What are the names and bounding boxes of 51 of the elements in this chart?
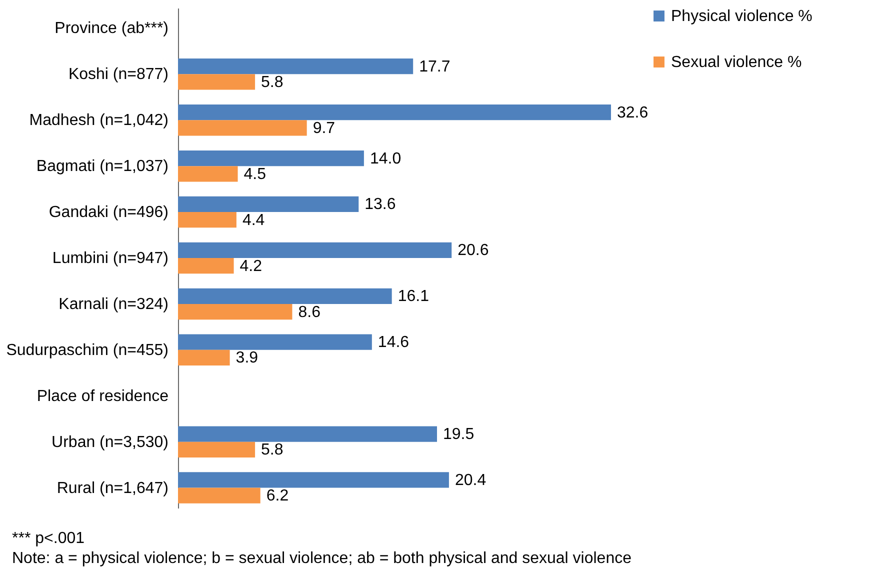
data-label: 16.1	[398, 288, 430, 306]
bar	[178, 104, 611, 120]
data-label: 6.2	[266, 488, 289, 505]
legend-label: Physical violence %	[671, 8, 812, 25]
y-tick-label: Urban (n=3,530)	[52, 434, 168, 451]
data-label: 32.6	[617, 104, 648, 122]
data-label: 5.8	[261, 74, 284, 91]
y-tick-label: Place of residence	[36, 388, 169, 405]
data-label: 4.2	[240, 258, 262, 275]
bar	[178, 58, 414, 74]
data-label: 9.7	[312, 120, 336, 137]
data-label: 4.5	[244, 166, 266, 183]
bar	[178, 74, 256, 90]
bar	[178, 196, 359, 212]
legend-label: Sexual violence %	[671, 54, 802, 71]
bar	[178, 442, 256, 458]
bar	[178, 212, 236, 228]
y-tick-label: Rural (n=1,647)	[56, 480, 168, 497]
data-label: 19.5	[443, 426, 474, 444]
y-tick-label: Sudurpaschim (n=455)	[6, 342, 168, 359]
bar	[178, 426, 438, 442]
y-tick-label: Lumbini (n=947)	[52, 250, 168, 267]
data-label: 14.6	[378, 334, 410, 352]
text: Note: a = physical violence; b = sexual violence; ab = both physical and sexual violence	[12, 549, 632, 568]
y-tick-label: Gandaki (n=496)	[48, 204, 168, 222]
data-label: 5.8	[261, 442, 284, 459]
data-label: 14.0	[370, 150, 402, 168]
data-label: 3.9	[236, 350, 258, 367]
bar	[178, 472, 449, 488]
bar	[178, 150, 364, 166]
bar	[178, 288, 392, 304]
y-tick-label: Province (ab***)	[54, 20, 168, 38]
y-tick-label: Koshi (n=877)	[68, 66, 168, 84]
bar	[178, 258, 234, 274]
y-tick-label: Bagmati (n=1,037)	[36, 158, 168, 176]
data-label: 8.6	[298, 304, 321, 321]
data-label: 4.4	[242, 212, 265, 229]
bar	[178, 120, 307, 136]
bar	[178, 242, 452, 258]
bar	[178, 334, 372, 350]
data-label: 20.4	[454, 472, 486, 489]
bar	[178, 488, 260, 504]
data-label: 17.7	[419, 58, 450, 76]
text: *** p<.001	[12, 529, 86, 549]
y-tick-label: Karnali (n=324)	[58, 296, 168, 313]
bar	[178, 350, 230, 366]
data-label: 20.6	[458, 242, 489, 260]
bar	[178, 166, 238, 182]
bar	[178, 304, 292, 320]
data-label: 13.6	[364, 196, 396, 214]
y-tick-label: Madhesh (n=1,042)	[29, 112, 168, 130]
